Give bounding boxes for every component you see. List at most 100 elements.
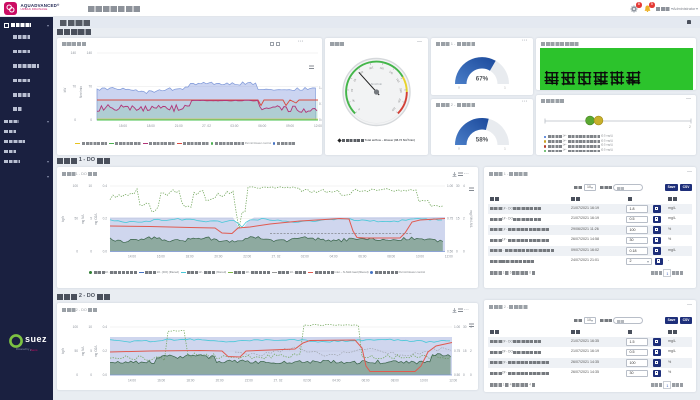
svg-text:12:00: 12:00: [445, 255, 453, 259]
svg-text:30: 30: [463, 325, 467, 329]
svg-text:12:00: 12:00: [449, 379, 457, 383]
svg-text:40: 40: [350, 89, 354, 93]
svg-text:20:00: 20:00: [214, 255, 222, 259]
svg-text:0: 0: [470, 373, 472, 377]
svg-text:mg O2/L: mg O2/L: [94, 345, 98, 357]
svg-text:50: 50: [74, 217, 78, 221]
svg-text:70: 70: [72, 85, 76, 89]
svg-text:2: 2: [689, 125, 691, 129]
svg-text:22:00: 22:00: [243, 255, 251, 259]
svg-text:100: 100: [368, 66, 374, 71]
svg-text:0: 0: [463, 373, 465, 377]
svg-text:4: 4: [470, 325, 472, 329]
svg-text:0: 0: [90, 118, 92, 122]
svg-text:09:00: 09:00: [286, 124, 294, 128]
svg-text:0: 0: [90, 373, 92, 377]
svg-text:0.2: 0.2: [103, 217, 108, 221]
svg-text:0.0: 0.0: [103, 250, 108, 254]
svg-text:06:00: 06:00: [258, 124, 266, 128]
svg-text:2: 2: [470, 349, 472, 353]
svg-text:10:00: 10:00: [420, 379, 428, 383]
svg-text:0.50: 0.50: [454, 373, 460, 377]
svg-text:06:00: 06:00: [362, 379, 370, 383]
svg-text:0.2: 0.2: [103, 349, 108, 353]
svg-text:15:00: 15:00: [119, 124, 127, 128]
svg-text:03:00: 03:00: [230, 124, 238, 128]
svg-text:0.4: 0.4: [103, 325, 108, 329]
svg-text:mg O2/L: mg O2/L: [94, 213, 98, 225]
svg-text:15: 15: [463, 349, 467, 353]
svg-text:20:00: 20:00: [216, 379, 224, 383]
svg-text:180: 180: [399, 88, 403, 93]
svg-text:0.75: 0.75: [454, 349, 460, 353]
svg-text:kg/h: kg/h: [61, 216, 65, 222]
svg-text:04:00: 04:00: [330, 255, 338, 259]
svg-text:27. 02: 27. 02: [272, 255, 281, 259]
svg-text:10: 10: [88, 184, 92, 188]
svg-text:200: 200: [397, 98, 402, 104]
svg-text:0.7: 0.7: [319, 102, 322, 106]
svg-text:mg N/L: mg N/L: [81, 214, 85, 225]
svg-text:58%: 58%: [476, 136, 489, 143]
svg-text:140: 140: [87, 51, 93, 55]
svg-text:5: 5: [90, 217, 92, 221]
svg-text:0.75: 0.75: [447, 217, 453, 221]
svg-text:Nm³/min: Nm³/min: [371, 82, 383, 86]
svg-text:02:00: 02:00: [301, 255, 309, 259]
svg-text:18:00: 18:00: [186, 255, 194, 259]
svg-text:100: 100: [73, 325, 79, 329]
svg-text:18:00: 18:00: [186, 379, 194, 383]
svg-text:0.4: 0.4: [103, 184, 108, 188]
svg-text:10:00: 10:00: [416, 255, 424, 259]
svg-text:mg NH4-N/L: mg NH4-N/L: [469, 210, 473, 228]
svg-text:12:00: 12:00: [314, 124, 322, 128]
svg-text:06:00: 06:00: [358, 255, 366, 259]
svg-text:70: 70: [88, 85, 92, 89]
svg-text:kg/h: kg/h: [61, 348, 65, 354]
svg-text:kW: kW: [63, 88, 67, 93]
svg-text:08:00: 08:00: [391, 379, 399, 383]
svg-text:80: 80: [359, 70, 364, 75]
svg-text:22:00: 22:00: [245, 379, 253, 383]
svg-text:0: 0: [74, 118, 76, 122]
svg-text:0: 0: [458, 146, 460, 150]
svg-text:02:00: 02:00: [303, 379, 311, 383]
svg-text:140: 140: [388, 70, 394, 76]
svg-text:220: 220: [390, 106, 396, 112]
svg-text:60: 60: [352, 78, 357, 83]
svg-text:0.50: 0.50: [447, 250, 453, 254]
svg-text:08:00: 08:00: [387, 255, 395, 259]
svg-text:1.00: 1.00: [447, 184, 453, 188]
svg-text:14:00: 14:00: [128, 255, 136, 259]
svg-text:0.0: 0.0: [319, 118, 322, 122]
svg-text:5: 5: [90, 349, 92, 353]
svg-text:100: 100: [73, 184, 79, 188]
svg-text:0.0: 0.0: [103, 373, 108, 377]
svg-text:30: 30: [456, 184, 460, 188]
svg-text:20: 20: [351, 99, 356, 104]
svg-text:50: 50: [74, 349, 78, 353]
svg-text:0: 0: [357, 107, 361, 111]
svg-text:27. 02: 27. 02: [274, 379, 283, 383]
svg-text:15: 15: [456, 217, 460, 221]
svg-text:10: 10: [88, 325, 92, 329]
svg-text:0: 0: [90, 250, 92, 254]
svg-text:Nm³/min: Nm³/min: [79, 86, 83, 98]
svg-text:0: 0: [456, 250, 458, 254]
svg-text:18:00: 18:00: [147, 124, 155, 128]
svg-text:mg N/L: mg N/L: [81, 346, 85, 357]
svg-text:1: 1: [504, 146, 506, 150]
svg-text:1.4: 1.4: [319, 86, 322, 90]
svg-text:27. 02: 27. 02: [202, 124, 211, 128]
svg-text:4: 4: [463, 184, 465, 188]
svg-text:0: 0: [76, 250, 78, 254]
svg-text:21:00: 21:00: [175, 124, 183, 128]
svg-text:0: 0: [463, 250, 465, 254]
svg-text:16:00: 16:00: [157, 379, 165, 383]
svg-text:1.00: 1.00: [454, 325, 460, 329]
svg-text:120: 120: [379, 66, 385, 71]
svg-text:2: 2: [463, 217, 465, 221]
svg-text:67%: 67%: [476, 76, 489, 83]
svg-text:140: 140: [71, 51, 77, 55]
svg-text:1: 1: [504, 86, 506, 90]
